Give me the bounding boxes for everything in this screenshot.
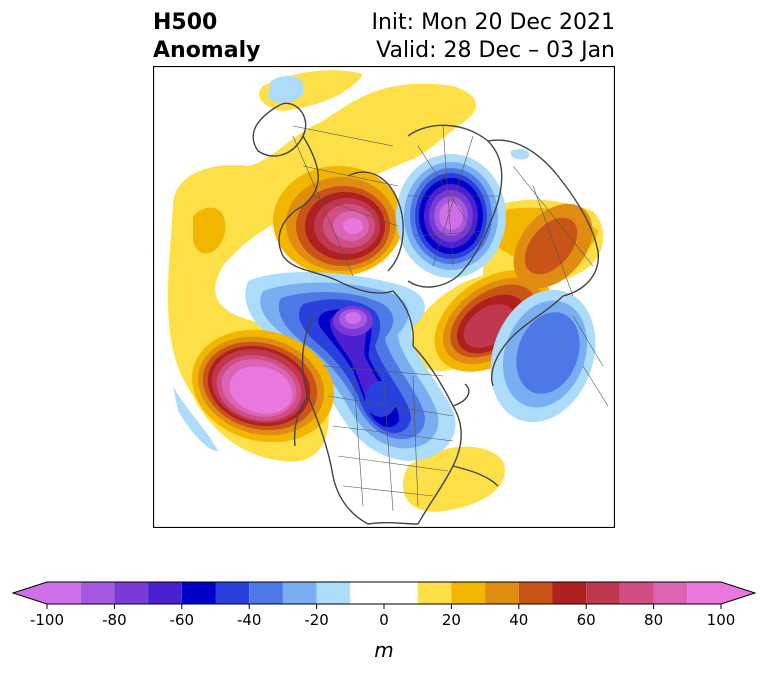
coastlines	[252, 102, 599, 525]
valid-period: Valid: 28 Dec – 03 Jan	[376, 38, 615, 63]
colorbar: -100 -80 -60 -40 -20 0 20 40 60 80 100 m	[11, 581, 757, 662]
colorbar-tick-label: 80	[644, 611, 663, 629]
colorbar-bin	[417, 582, 452, 604]
colorbar-unit: m	[374, 638, 393, 662]
colorbar-bin	[485, 582, 519, 604]
interior-borders	[292, 125, 609, 512]
colorbar-bin	[282, 582, 317, 604]
colorbar-bin	[518, 582, 553, 604]
colorbar-bin	[114, 582, 149, 604]
colorbar-bin	[586, 582, 620, 604]
colorbar-tick-label: 100	[707, 611, 736, 629]
trough-north-america	[245, 271, 456, 461]
colorbar-bin	[181, 582, 216, 604]
colorbar-bin	[13, 582, 81, 604]
title-left: H500 Anomaly	[153, 9, 260, 65]
colorbar-bin	[687, 582, 755, 604]
colorbar-bin	[249, 582, 283, 604]
map-frame	[153, 66, 615, 528]
colorbar-bin	[451, 582, 486, 604]
colorbar-bin	[619, 582, 654, 604]
title-variable: H500	[153, 10, 218, 35]
colorbar-bin	[215, 582, 250, 604]
anomaly-map	[153, 66, 615, 528]
colorbar-tick-label: 60	[577, 611, 596, 629]
colorbar-tick-label: -100	[30, 611, 64, 629]
colorbar-tick-label: -20	[304, 611, 329, 629]
colorbar-bin	[552, 582, 587, 604]
colorbar-bin	[350, 582, 418, 604]
colorbar-tick-label: 40	[509, 611, 528, 629]
ridge-center-north	[273, 166, 403, 276]
colorbar-tick-label: -60	[170, 611, 195, 629]
ridge-northeast	[513, 203, 593, 289]
colorbar-tick-label: 20	[442, 611, 461, 629]
colorbar-ticks: -100 -80 -60 -40 -20 0 20 40 60 80 100	[30, 604, 735, 629]
trough-siberia	[396, 154, 506, 278]
weak-negative-patches	[153, 75, 530, 451]
colorbar-bins	[11, 581, 757, 605]
ridge-east-atlantic	[192, 329, 334, 443]
colorbar-tick-label: 0	[379, 611, 389, 629]
colorbar-bin	[80, 582, 115, 604]
colorbar-tick-label: -80	[102, 611, 127, 629]
init-time: Init: Mon 20 Dec 2021	[371, 10, 616, 35]
colorbar-bin	[316, 582, 351, 604]
colorbar-bin	[653, 582, 688, 604]
title-field: Anomaly	[153, 38, 261, 63]
title-right: Init: Mon 20 Dec 2021 Valid: 28 Dec – 03…	[372, 9, 616, 65]
colorbar-bin	[148, 582, 182, 604]
colorbar-tick-label: -40	[237, 611, 262, 629]
